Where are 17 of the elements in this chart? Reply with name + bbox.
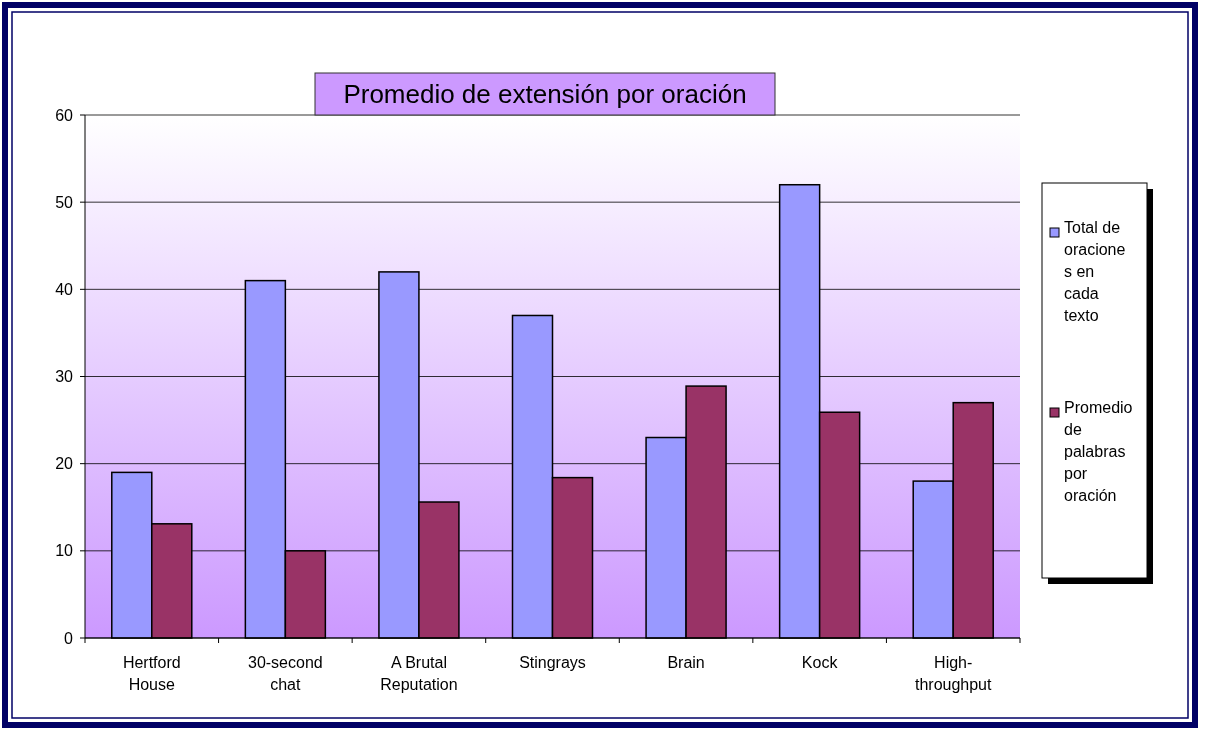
- x-tick-label: 30-second chat: [248, 654, 323, 693]
- y-tick-label: 50: [55, 193, 74, 211]
- x-tick-label: Hertford House: [122, 654, 181, 693]
- x-tick-label: High-throughput: [914, 654, 993, 693]
- x-tick-label: Stingrays: [519, 654, 586, 671]
- y-tick-label: 30: [55, 368, 74, 386]
- x-tick-label: A Brutal Reputation: [380, 654, 458, 693]
- y-tick-label: 10: [55, 542, 74, 560]
- y-tick-label: 20: [55, 455, 74, 473]
- legend-label: Total de oraciones en cada texto: [1064, 219, 1126, 324]
- y-tick-label: 0: [64, 629, 74, 647]
- chart-title: Promedio de extensión por oración: [343, 79, 747, 110]
- y-tick-label: 40: [55, 280, 74, 298]
- y-tick-label: 60: [55, 106, 74, 124]
- legend-label: Promedio de palabras por oración: [1064, 399, 1133, 504]
- x-tick-label: Brain: [667, 654, 705, 671]
- x-tick-label: Kock: [801, 654, 839, 671]
